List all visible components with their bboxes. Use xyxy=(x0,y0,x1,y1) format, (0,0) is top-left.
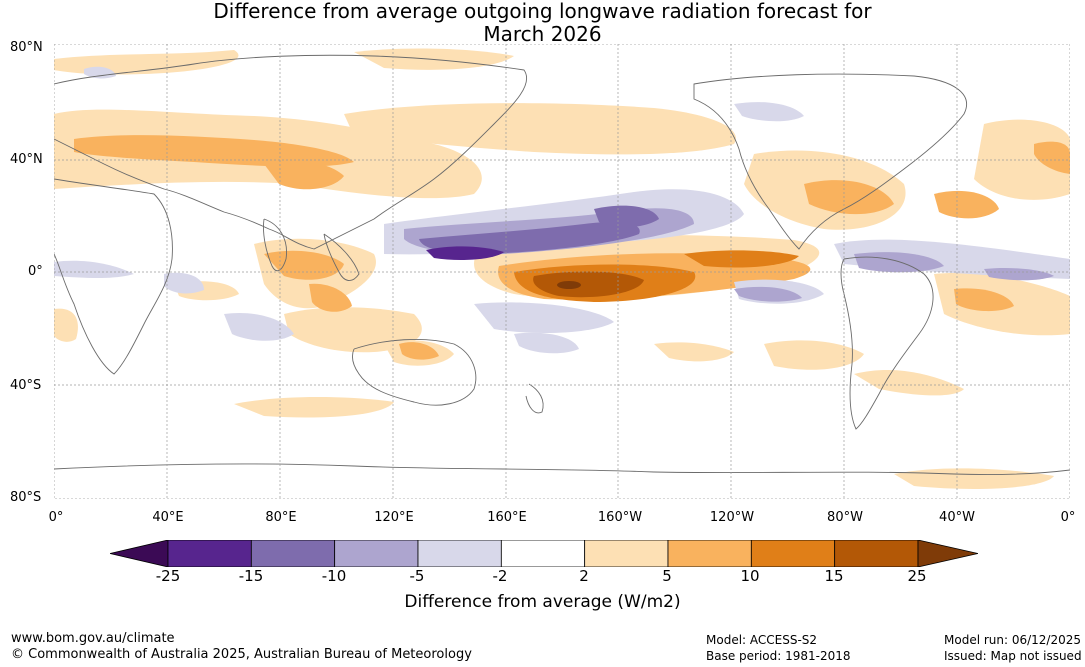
lon-label-40w: 40°W xyxy=(939,510,975,525)
footer-copyright: © Commonwealth of Australia 2025, Austra… xyxy=(11,647,472,662)
coast-new-zealand xyxy=(525,383,544,414)
lon-label-120w: 120°W xyxy=(709,510,755,525)
lon-label-40e: 40°E xyxy=(152,510,184,525)
lon-label-80w: 80°W xyxy=(827,510,863,525)
colorbar-tick-25: 25 xyxy=(907,567,927,585)
negative-anomaly-15-25 xyxy=(426,246,504,260)
lat-label-40n: 40°N xyxy=(10,152,43,167)
colorbar-tick-m10: -10 xyxy=(321,567,347,585)
colorbar-tick-m15: -15 xyxy=(238,567,264,585)
coast-north-america xyxy=(693,73,967,250)
colorbar-arrow-low xyxy=(110,540,169,567)
lon-label-120e: 120°E xyxy=(374,510,414,525)
anomaly-shading xyxy=(54,48,1070,489)
ensemble-map xyxy=(54,44,1070,499)
lon-label-0: 0° xyxy=(48,510,64,525)
positive-anomaly-15-25 xyxy=(533,271,644,298)
map-title-line1: Difference from average outgoing longwav… xyxy=(213,0,872,23)
coast-southeast-asia xyxy=(323,233,360,281)
colorbar-cell xyxy=(167,540,252,567)
colorbar-cell xyxy=(584,540,669,567)
colorbar-label: Difference from average (W/m2) xyxy=(404,592,681,612)
colorbar-tick-m5: -5 xyxy=(409,567,425,585)
map-title: Difference from average outgoing longwav… xyxy=(0,0,1085,46)
colorbar-cell xyxy=(834,540,919,567)
colorbar-cell xyxy=(417,540,502,567)
footer-base-period: Base period: 1981-2018 xyxy=(706,649,851,663)
colorbar-cells xyxy=(167,540,919,567)
footer-model: Model: ACCESS-S2 xyxy=(706,633,818,647)
colorbar-tick-15: 15 xyxy=(824,567,844,585)
lat-label-80n: 80°N xyxy=(10,40,43,55)
lat-label-40s: 40°S xyxy=(10,378,42,393)
lat-label-equator: 0° xyxy=(28,264,43,279)
colorbar-tick-2: 2 xyxy=(579,567,589,585)
footer-model-run: Model run: 06/12/2025 xyxy=(944,633,1082,647)
coast-australia xyxy=(351,338,477,406)
map-title-line2: March 2026 xyxy=(483,22,602,46)
lon-label-0-end: 0° xyxy=(1060,510,1076,525)
lon-label-80e: 80°E xyxy=(265,510,297,525)
lon-label-160w: 160°W xyxy=(597,510,643,525)
colorbar-cell xyxy=(250,540,336,567)
colorbar-tick-m2: -2 xyxy=(492,567,508,585)
coast-africa xyxy=(54,178,173,375)
graticule xyxy=(54,44,1070,499)
colorbar-arrow-high xyxy=(917,540,978,567)
colorbar-cell xyxy=(750,540,836,567)
colorbar xyxy=(110,540,978,567)
footer-issued: Issued: Map not issued xyxy=(944,649,1082,663)
lat-label-80s: 80°S xyxy=(10,490,42,505)
colorbar-cell xyxy=(667,540,752,567)
coast-antarctica xyxy=(54,463,1070,475)
positive-anomaly-gt25 xyxy=(557,281,581,289)
colorbar-tick-10: 10 xyxy=(740,567,760,585)
footer-website: www.bom.gov.au/climate xyxy=(11,631,175,646)
colorbar-tick-5: 5 xyxy=(662,567,672,585)
negative-anomaly-10-15 xyxy=(419,205,659,254)
coast-india xyxy=(263,218,287,272)
lon-label-160e: 160°E xyxy=(487,510,527,525)
colorbar-cell xyxy=(500,540,586,567)
coastlines xyxy=(54,54,1070,475)
coast-eurasia xyxy=(54,54,528,250)
colorbar-cell xyxy=(334,540,419,567)
coast-south-america xyxy=(840,256,934,430)
colorbar-tick-m25: -25 xyxy=(155,567,181,585)
